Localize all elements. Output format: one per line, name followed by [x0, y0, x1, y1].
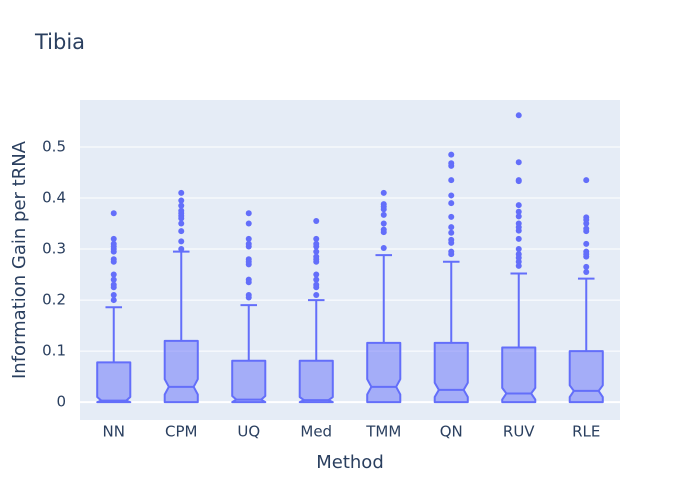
- y-axis-title: Information Gain per tRNA: [9, 140, 30, 379]
- x-tick-label: QN: [440, 423, 463, 441]
- y-tick-label: 0: [56, 393, 66, 411]
- outlier: [245, 210, 252, 217]
- outlier: [313, 235, 320, 242]
- outlier: [515, 213, 522, 220]
- outlier: [583, 220, 590, 227]
- outlier: [313, 276, 320, 283]
- box: [433, 341, 469, 404]
- box: [366, 341, 402, 404]
- outlier: [245, 220, 252, 227]
- outlier: [313, 271, 320, 278]
- outlier: [110, 291, 117, 298]
- outlier: [178, 197, 185, 204]
- outlier: [583, 228, 590, 235]
- x-tick-label: RLE: [572, 423, 600, 441]
- outlier: [448, 151, 455, 158]
- outlier: [583, 177, 590, 184]
- outlier: [448, 224, 455, 231]
- outlier: [380, 220, 387, 227]
- outlier: [313, 243, 320, 250]
- x-tick-label: UQ: [237, 423, 260, 441]
- x-tick-label: CPM: [165, 423, 197, 441]
- outlier: [178, 202, 185, 209]
- box: [501, 346, 537, 404]
- outlier: [178, 238, 185, 245]
- outlier: [448, 162, 455, 169]
- outlier: [448, 192, 455, 199]
- outlier: [245, 279, 252, 286]
- outlier: [515, 246, 522, 253]
- outlier: [245, 261, 252, 268]
- y-tick-label: 0.5: [42, 137, 66, 155]
- box: [568, 350, 604, 404]
- chart-title: Tibia: [34, 30, 85, 54]
- box: [298, 359, 334, 404]
- outlier: [448, 200, 455, 207]
- outlier: [110, 271, 117, 278]
- outlier: [178, 215, 185, 222]
- outlier: [178, 228, 185, 235]
- y-tick-label: 0.4: [42, 188, 66, 206]
- x-axis-title: Method: [316, 452, 384, 473]
- y-tick-label: 0.1: [42, 342, 66, 360]
- y-tick-label: 0.2: [42, 291, 66, 309]
- outlier: [110, 258, 117, 265]
- x-tick-label: Med: [300, 423, 332, 441]
- outlier: [313, 217, 320, 224]
- outlier: [313, 291, 320, 298]
- outlier: [515, 208, 522, 215]
- outlier: [583, 240, 590, 247]
- y-tick-label: 0.3: [42, 240, 66, 258]
- outlier: [178, 189, 185, 196]
- outlier: [515, 227, 522, 234]
- outlier: [380, 189, 387, 196]
- outlier: [380, 206, 387, 213]
- outlier: [583, 268, 590, 275]
- plot-area: [80, 100, 620, 420]
- outlier: [178, 246, 185, 253]
- outlier: [448, 251, 455, 258]
- box: [163, 339, 199, 404]
- box: [96, 361, 132, 404]
- outlier: [380, 211, 387, 218]
- outlier: [448, 213, 455, 220]
- outlier: [110, 297, 117, 304]
- outlier: [515, 112, 522, 119]
- x-tick-label: RUV: [503, 423, 535, 441]
- outlier: [380, 229, 387, 236]
- outlier: [245, 243, 252, 250]
- outlier: [110, 248, 117, 255]
- outlier: [110, 210, 117, 217]
- outlier: [448, 239, 455, 246]
- outlier: [448, 177, 455, 184]
- outlier: [110, 284, 117, 291]
- outlier: [313, 248, 320, 255]
- outlier: [515, 159, 522, 166]
- outlier: [110, 235, 117, 242]
- outlier: [110, 276, 117, 283]
- outlier: [515, 178, 522, 185]
- x-tick-label: NN: [103, 423, 125, 441]
- outlier: [313, 258, 320, 265]
- outlier: [245, 235, 252, 242]
- outlier: [515, 202, 522, 209]
- box: [231, 359, 267, 404]
- outlier: [313, 284, 320, 291]
- outlier: [380, 245, 387, 252]
- outlier: [515, 262, 522, 269]
- outlier: [245, 294, 252, 301]
- outlier: [515, 235, 522, 242]
- outlier: [583, 263, 590, 270]
- outlier: [583, 253, 590, 260]
- x-tick-label: TMM: [365, 423, 401, 441]
- outlier: [448, 229, 455, 236]
- outlier: [178, 220, 185, 227]
